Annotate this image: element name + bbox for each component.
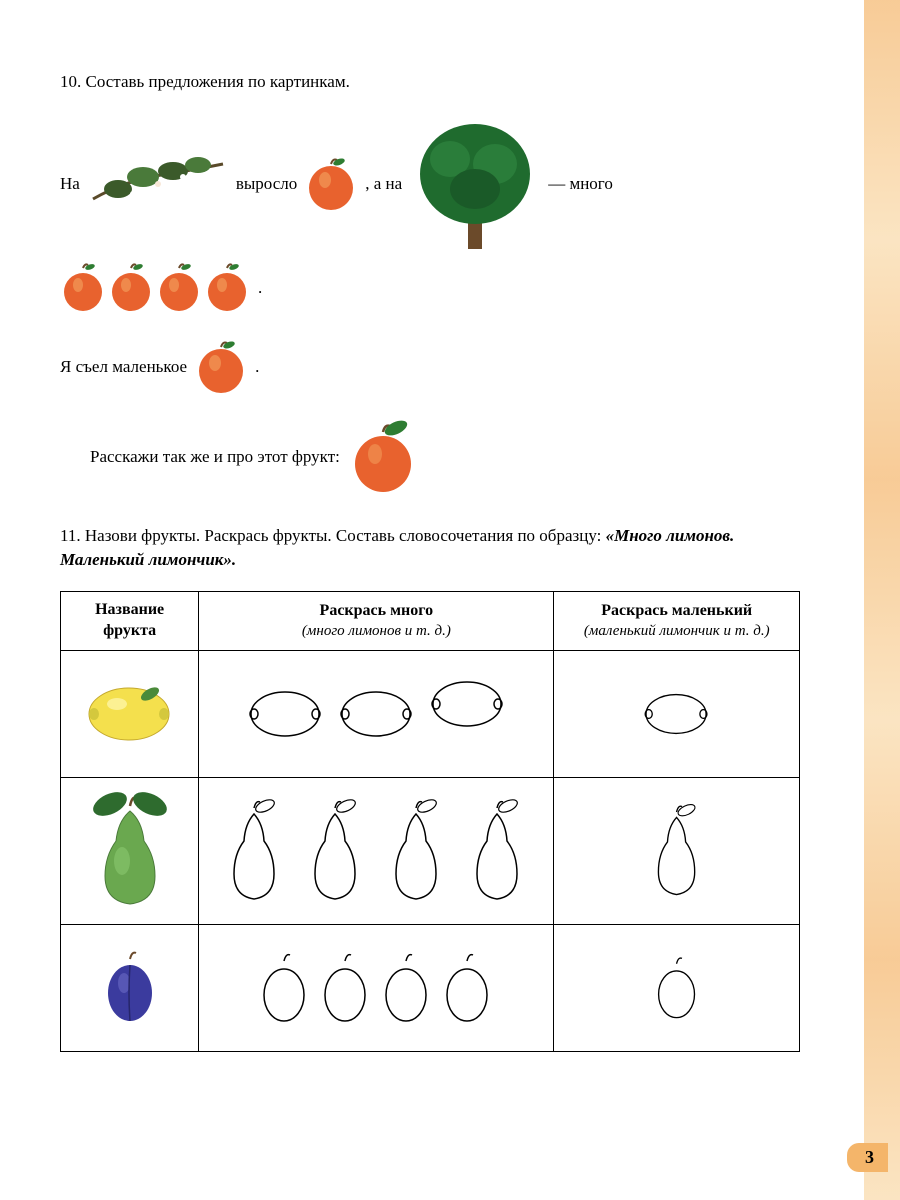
word: Я съел маленькое bbox=[60, 357, 187, 377]
lemon-outline-icon bbox=[243, 684, 328, 744]
word: — много bbox=[548, 174, 613, 194]
side-decoration bbox=[864, 0, 900, 1200]
task10-line2: Я съел маленькое . bbox=[60, 339, 800, 395]
header-sub: (маленький лимончик и т. д.) bbox=[564, 622, 789, 642]
header-sub: (много лимонов и т. д.) bbox=[209, 622, 543, 642]
many-cell bbox=[199, 924, 554, 1051]
task10-prompt: 10. Составь предложения по картинкам. bbox=[60, 70, 800, 94]
small-cell bbox=[554, 650, 800, 777]
orange-icon bbox=[348, 420, 418, 494]
page-content: 10. Составь предложения по картинкам. На… bbox=[0, 0, 860, 1082]
plum-outline-icon bbox=[379, 949, 434, 1027]
header-col3: Раскрась маленький (маленький лимончик и… bbox=[554, 592, 800, 651]
branch-icon bbox=[88, 149, 228, 219]
lemon-colored-icon bbox=[82, 676, 177, 746]
plum-outline-icon bbox=[652, 953, 702, 1023]
pear-outline-icon bbox=[217, 796, 292, 906]
fruit-cell bbox=[61, 924, 199, 1051]
pear-outline-icon bbox=[379, 796, 454, 906]
lemon-outline-icon bbox=[425, 674, 510, 734]
word: выросло bbox=[236, 174, 297, 194]
pear-colored-icon bbox=[80, 786, 180, 911]
header-col1: Название фрукта bbox=[61, 592, 199, 651]
table-row bbox=[61, 924, 800, 1051]
lemon-outline-icon bbox=[639, 687, 714, 741]
plum-colored-icon bbox=[100, 945, 160, 1025]
fruit-cell bbox=[61, 777, 199, 924]
task10-line1: На выросло , а на bbox=[60, 114, 800, 314]
period: . bbox=[258, 278, 262, 298]
pear-outline-icon bbox=[643, 801, 711, 901]
task10-line3: Расскажи так же и про этот фрукт: bbox=[60, 420, 800, 494]
header-text: Раскрась много bbox=[320, 602, 434, 619]
pear-outline-icon bbox=[298, 796, 373, 906]
header-text: Название фрукта bbox=[95, 601, 164, 639]
apple-icon bbox=[305, 156, 357, 212]
word: Расскажи так же и про этот фрукт: bbox=[90, 447, 340, 467]
pear-outline-icon bbox=[460, 796, 535, 906]
small-cell bbox=[554, 924, 800, 1051]
fruit-cell bbox=[61, 650, 199, 777]
word: На bbox=[60, 174, 80, 194]
header-col2: Раскрась много (много лимонов и т. д.) bbox=[199, 592, 554, 651]
task11-block: 11. Назови фрукты. Раскрась фрукты. Сост… bbox=[60, 524, 800, 1052]
header-text: Раскрась маленький bbox=[601, 602, 752, 619]
many-cell bbox=[199, 650, 554, 777]
tree-icon bbox=[410, 114, 540, 254]
task11-prompt-a: 11. Назови фрукты. Раскрась фрукты. Сост… bbox=[60, 526, 606, 545]
small-cell bbox=[554, 777, 800, 924]
word: , а на bbox=[365, 174, 402, 194]
task11-prompt: 11. Назови фрукты. Раскрась фрукты. Сост… bbox=[60, 524, 800, 572]
fruit-table: Название фрукта Раскрась много (много ли… bbox=[60, 591, 800, 1052]
many-cell bbox=[199, 777, 554, 924]
page-number: 3 bbox=[847, 1143, 888, 1172]
plum-outline-icon bbox=[257, 949, 312, 1027]
plum-outline-icon bbox=[440, 949, 495, 1027]
apple-group-icon bbox=[60, 262, 250, 314]
word: . bbox=[255, 357, 259, 377]
plum-outline-icon bbox=[318, 949, 373, 1027]
lemon-outline-icon bbox=[334, 684, 419, 744]
table-row bbox=[61, 650, 800, 777]
table-row bbox=[61, 777, 800, 924]
apple-icon bbox=[195, 339, 247, 395]
